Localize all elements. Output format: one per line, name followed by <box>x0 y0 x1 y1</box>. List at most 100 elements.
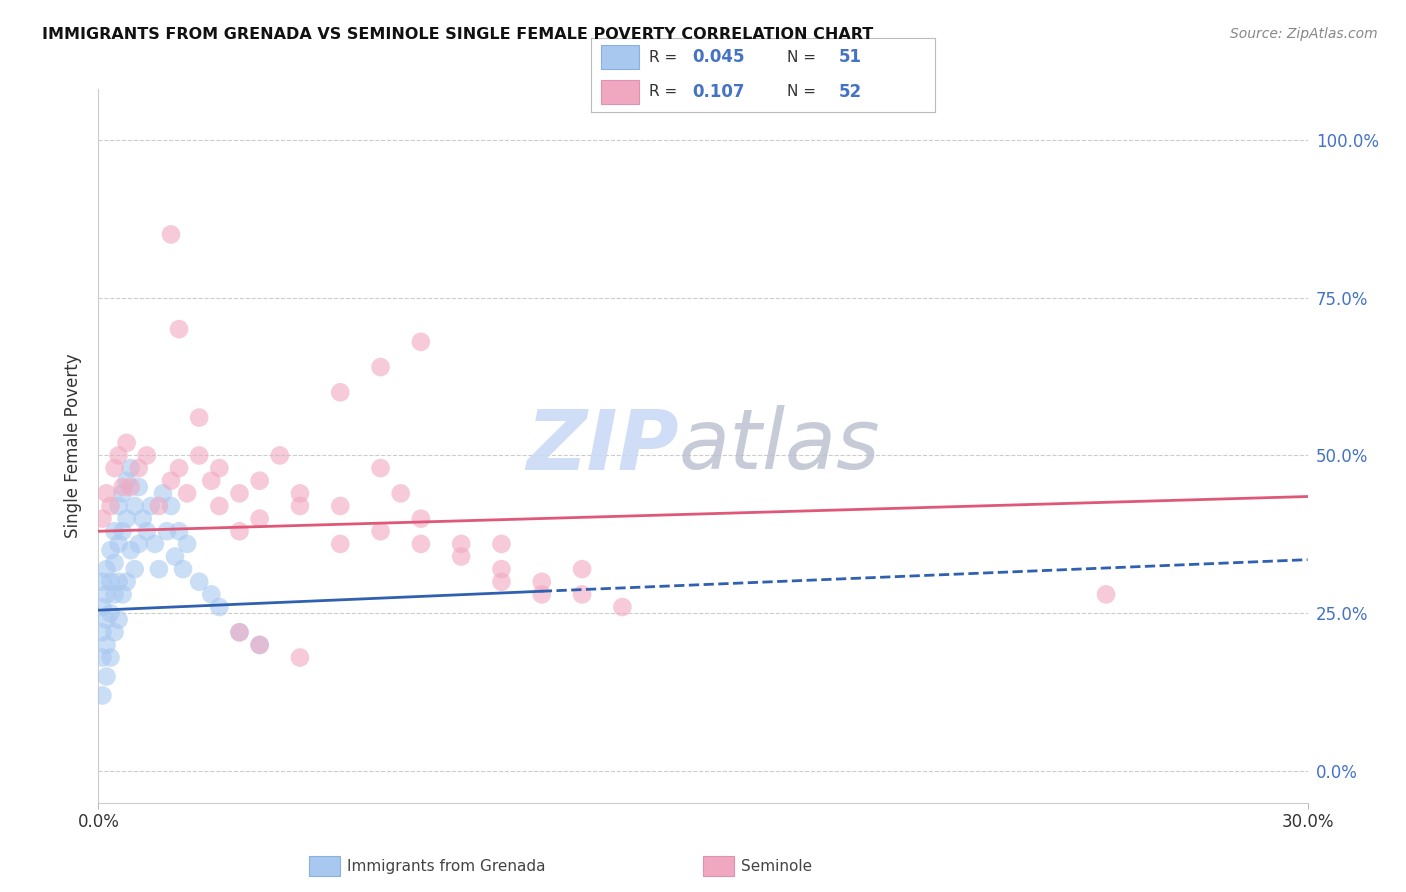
Point <box>176 537 198 551</box>
Point <box>389 486 412 500</box>
Point <box>115 511 138 525</box>
Point <box>409 511 432 525</box>
Point <box>96 562 118 576</box>
Point <box>128 480 150 494</box>
Text: R =: R = <box>650 84 682 99</box>
Point <box>115 474 138 488</box>
Point <box>329 385 352 400</box>
Point <box>91 600 114 615</box>
Point <box>288 650 311 665</box>
Point <box>100 650 122 665</box>
Point <box>107 613 129 627</box>
Point <box>120 480 142 494</box>
Point <box>163 549 186 564</box>
Point <box>612 600 634 615</box>
Text: ZIP: ZIP <box>526 406 679 486</box>
Point <box>148 562 170 576</box>
Point <box>111 524 134 539</box>
Text: 51: 51 <box>838 48 862 66</box>
Point <box>91 574 114 589</box>
Point <box>172 562 194 576</box>
Y-axis label: Single Female Poverty: Single Female Poverty <box>65 354 83 538</box>
Point <box>156 524 179 539</box>
Text: Immigrants from Grenada: Immigrants from Grenada <box>347 859 546 873</box>
Point <box>249 638 271 652</box>
Point <box>228 625 250 640</box>
Point <box>450 549 472 564</box>
Point <box>200 474 222 488</box>
Point <box>107 537 129 551</box>
Point <box>96 587 118 601</box>
Point <box>208 461 231 475</box>
Text: Seminole: Seminole <box>741 859 813 873</box>
Point <box>135 449 157 463</box>
Point <box>329 499 352 513</box>
Point <box>370 461 392 475</box>
Point <box>249 511 271 525</box>
Point <box>132 511 155 525</box>
Point <box>96 486 118 500</box>
Point <box>491 562 513 576</box>
Point <box>91 689 114 703</box>
Text: IMMIGRANTS FROM GRENADA VS SEMINOLE SINGLE FEMALE POVERTY CORRELATION CHART: IMMIGRANTS FROM GRENADA VS SEMINOLE SING… <box>42 27 873 42</box>
Point <box>160 499 183 513</box>
Point <box>571 587 593 601</box>
Point <box>188 410 211 425</box>
Point <box>491 574 513 589</box>
Point <box>143 537 166 551</box>
Point <box>208 499 231 513</box>
Point <box>228 524 250 539</box>
Point <box>135 524 157 539</box>
Point <box>228 625 250 640</box>
Point <box>228 486 250 500</box>
Point <box>124 499 146 513</box>
Point <box>96 638 118 652</box>
Point <box>100 607 122 621</box>
Point <box>571 562 593 576</box>
FancyBboxPatch shape <box>600 45 638 69</box>
Point <box>167 461 190 475</box>
Point <box>100 499 122 513</box>
Point <box>1095 587 1118 601</box>
Point <box>288 486 311 500</box>
Point <box>128 461 150 475</box>
Point <box>370 360 392 375</box>
Point <box>188 449 211 463</box>
Point <box>139 499 162 513</box>
Point <box>120 543 142 558</box>
Point <box>115 574 138 589</box>
Point <box>91 511 114 525</box>
Point <box>167 524 190 539</box>
Point <box>200 587 222 601</box>
Point <box>160 227 183 242</box>
Point <box>111 480 134 494</box>
Point <box>111 587 134 601</box>
Point <box>107 449 129 463</box>
Point <box>91 650 114 665</box>
Point <box>100 574 122 589</box>
Point <box>208 600 231 615</box>
Point <box>450 537 472 551</box>
Point <box>491 537 513 551</box>
Point <box>160 474 183 488</box>
Point <box>530 587 553 601</box>
Point <box>103 556 125 570</box>
Point <box>103 625 125 640</box>
Point <box>370 524 392 539</box>
Point <box>269 449 291 463</box>
Point <box>103 461 125 475</box>
Point <box>115 435 138 450</box>
Point <box>103 524 125 539</box>
Text: N =: N = <box>787 84 821 99</box>
Text: Source: ZipAtlas.com: Source: ZipAtlas.com <box>1230 27 1378 41</box>
Point <box>100 543 122 558</box>
Point <box>409 334 432 349</box>
Point <box>107 499 129 513</box>
Point <box>124 562 146 576</box>
Point <box>288 499 311 513</box>
Point <box>107 574 129 589</box>
Point <box>103 587 125 601</box>
Point <box>249 638 271 652</box>
Point <box>249 474 271 488</box>
Point <box>96 669 118 683</box>
